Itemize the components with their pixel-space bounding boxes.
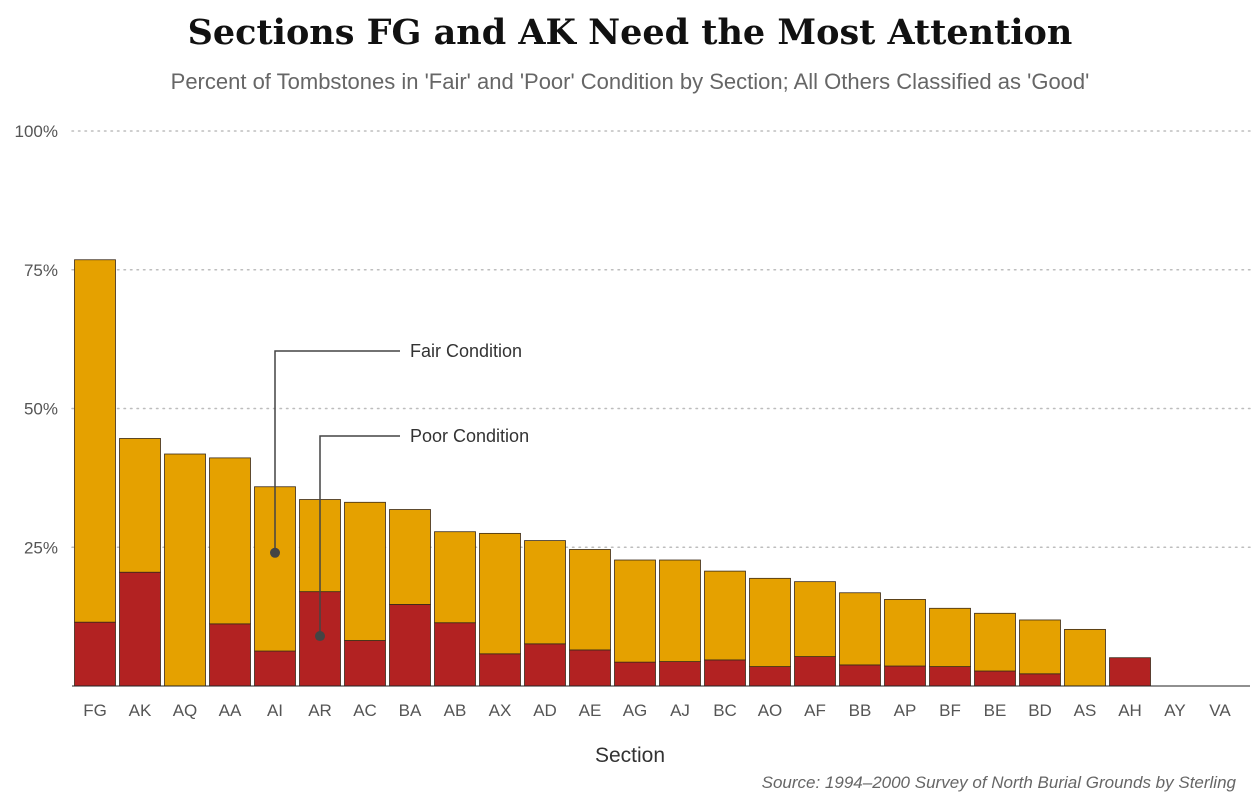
- y-tick-label: 75%: [24, 261, 58, 280]
- x-tick-label: BC: [713, 701, 737, 720]
- x-tick-label: FG: [83, 701, 107, 720]
- bar-poor-ai: [254, 650, 296, 687]
- y-tick-label: 25%: [24, 538, 58, 557]
- x-tick-label: BF: [939, 701, 961, 720]
- x-tick-label: AO: [758, 701, 783, 720]
- bar-fair-ag: [614, 559, 656, 663]
- x-tick-label: AD: [533, 701, 557, 720]
- bar-fair-ax: [479, 532, 521, 655]
- bar-fair-bd: [1019, 619, 1061, 675]
- bar-poor-ah: [1109, 657, 1151, 687]
- annotation-leader-line: [274, 350, 400, 553]
- x-tick-label: AP: [894, 701, 917, 720]
- bar-poor-ae: [569, 649, 611, 687]
- y-tick-label: 100%: [15, 122, 58, 141]
- x-tick-label: AC: [353, 701, 377, 720]
- annotation-leader-line: [319, 435, 400, 637]
- bar-poor-ap: [884, 665, 926, 687]
- bar-poor-ao: [749, 666, 791, 687]
- x-tick-label: AI: [267, 701, 283, 720]
- bar-poor-ak: [119, 571, 161, 687]
- bar-poor-af: [794, 656, 836, 687]
- bar-poor-aj: [659, 661, 701, 687]
- bar-poor-bd: [1019, 673, 1061, 687]
- x-tick-label: AK: [129, 701, 152, 720]
- x-tick-label: AX: [489, 701, 512, 720]
- bar-fair-be: [974, 612, 1016, 672]
- bar-fair-aq: [164, 453, 206, 687]
- bar-poor-bf: [929, 666, 971, 687]
- bar-fair-fg: [74, 259, 116, 623]
- bar-poor-ab: [434, 622, 476, 687]
- bar-fair-bf: [929, 607, 971, 667]
- annotation-label: Fair Condition: [410, 341, 522, 361]
- x-tick-label: VA: [1209, 701, 1231, 720]
- bar-fair-af: [794, 581, 836, 657]
- bar-fair-ab: [434, 531, 476, 624]
- x-tick-label: BA: [399, 701, 422, 720]
- chart-title: Sections FG and AK Need the Most Attenti…: [187, 12, 1073, 53]
- x-tick-label: AG: [623, 701, 648, 720]
- x-tick-label: AQ: [173, 701, 198, 720]
- x-tick-label: AE: [579, 701, 602, 720]
- bar-poor-ax: [479, 653, 521, 687]
- x-tick-label: AH: [1118, 701, 1142, 720]
- x-tick-label: BD: [1028, 701, 1052, 720]
- bar-fair-bb: [839, 592, 881, 666]
- bar-fair-ae: [569, 549, 611, 651]
- source-note: Source: 1994–2000 Survey of North Burial…: [761, 773, 1236, 792]
- chart-subtitle: Percent of Tombstones in 'Fair' and 'Poo…: [170, 69, 1090, 94]
- x-tick-label: AY: [1164, 701, 1185, 720]
- x-tick-label: AA: [219, 701, 242, 720]
- bar-poor-bc: [704, 659, 746, 687]
- x-tick-label: AS: [1074, 701, 1097, 720]
- bar-poor-bb: [839, 664, 881, 687]
- annotation-marker: [315, 631, 325, 642]
- bar-poor-ad: [524, 643, 566, 687]
- bar-poor-aa: [209, 623, 251, 687]
- bar-fair-ak: [119, 438, 161, 573]
- bar-poor-ba: [389, 604, 431, 687]
- bar-fair-ac: [344, 501, 386, 641]
- bar-poor-be: [974, 670, 1016, 687]
- x-axis-title: Section: [595, 744, 665, 767]
- x-tick-label: AR: [308, 701, 332, 720]
- y-tick-label: 50%: [24, 400, 58, 419]
- bar-fair-ap: [884, 599, 926, 667]
- annotation-marker: [270, 547, 280, 558]
- bar-fair-ao: [749, 577, 791, 667]
- bar-poor-ag: [614, 661, 656, 687]
- bar-fair-aa: [209, 457, 251, 625]
- x-tick-label: AB: [444, 701, 467, 720]
- x-tick-label: AF: [804, 701, 826, 720]
- bar-fair-bc: [704, 570, 746, 661]
- bar-poor-fg: [74, 621, 116, 687]
- bar-fair-ba: [389, 509, 431, 605]
- x-tick-label: BB: [849, 701, 872, 720]
- x-tick-label: BE: [984, 701, 1007, 720]
- bar-fair-ad: [524, 540, 566, 645]
- annotation-label: Poor Condition: [410, 426, 529, 446]
- x-tick-label: AJ: [670, 701, 690, 720]
- bar-fair-as: [1064, 628, 1106, 687]
- bar-poor-ac: [344, 640, 386, 687]
- bar-fair-aj: [659, 559, 701, 662]
